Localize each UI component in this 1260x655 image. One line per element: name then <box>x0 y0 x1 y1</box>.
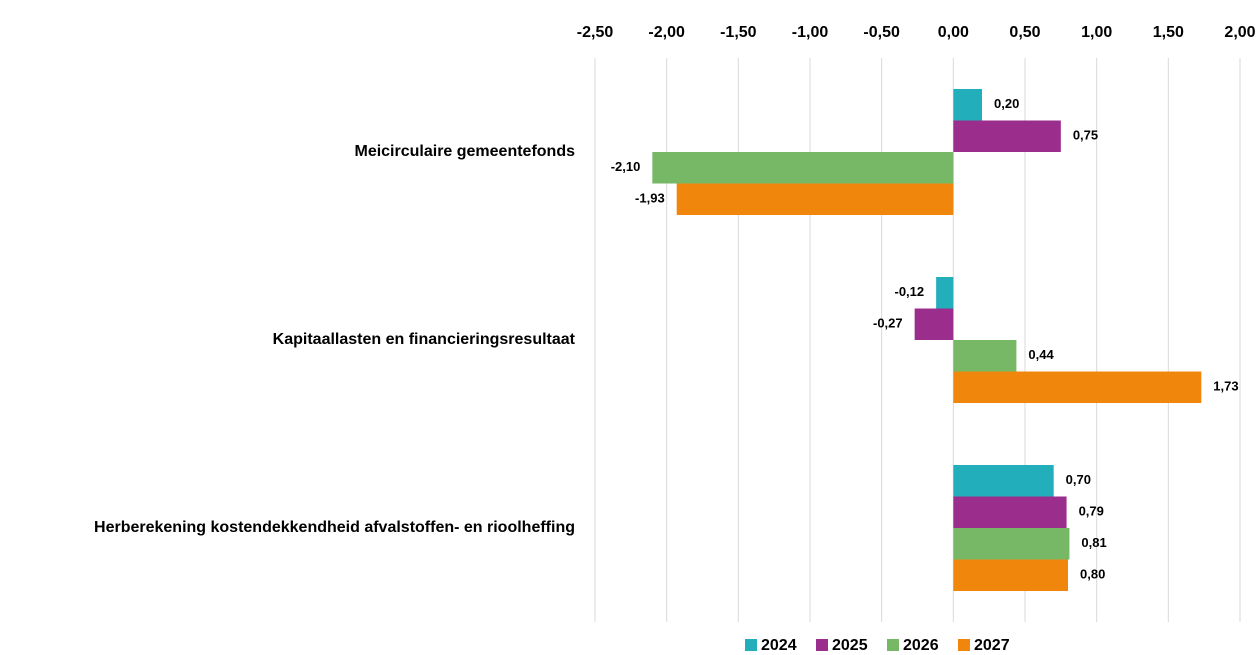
x-tick-label: -1,00 <box>792 24 829 41</box>
x-tick-label: -0,50 <box>863 24 900 41</box>
bar <box>953 465 1054 497</box>
legend-label: 2025 <box>832 637 868 654</box>
data-label: 0,80 <box>1080 567 1105 582</box>
bar <box>953 120 1061 152</box>
bar <box>953 340 1017 372</box>
bar <box>914 308 954 340</box>
data-label: 0,20 <box>994 96 1019 111</box>
x-tick-label: -2,00 <box>648 24 685 41</box>
legend-label: 2026 <box>903 637 939 654</box>
bar <box>936 277 954 309</box>
bar <box>953 528 1070 560</box>
data-label: 0,81 <box>1081 535 1106 550</box>
bar <box>953 371 1202 403</box>
data-label: -0,12 <box>894 284 924 299</box>
legend-label: 2024 <box>761 637 797 654</box>
bar <box>652 152 954 184</box>
legend-swatch <box>816 639 828 651</box>
data-label: -2,10 <box>611 159 641 174</box>
x-tick-label: -1,50 <box>720 24 757 41</box>
data-label: 0,44 <box>1028 347 1054 362</box>
legend-swatch <box>745 639 757 651</box>
data-label: 1,73 <box>1213 379 1238 394</box>
data-label: 0,79 <box>1079 504 1104 519</box>
legend-swatch <box>958 639 970 651</box>
x-tick-label: 0,50 <box>1009 24 1040 41</box>
category-label: Kapitaallasten en financieringsresultaat <box>273 331 576 348</box>
legend-swatch <box>887 639 899 651</box>
x-tick-label: 2,00 <box>1224 24 1255 41</box>
x-tick-label: 1,50 <box>1153 24 1184 41</box>
bar <box>953 89 982 121</box>
legend-label: 2027 <box>974 637 1010 654</box>
bar <box>953 496 1067 528</box>
category-label: Herberekening kostendekkendheid afvalsto… <box>94 519 575 536</box>
bar <box>676 183 954 215</box>
bar <box>953 559 1068 591</box>
data-label: 0,75 <box>1073 128 1098 143</box>
data-label: -0,27 <box>873 316 903 331</box>
data-label: -1,93 <box>635 191 665 206</box>
x-tick-label: 0,00 <box>938 24 969 41</box>
category-label: Meicirculaire gemeentefonds <box>354 143 575 160</box>
x-tick-label: -2,50 <box>577 24 614 41</box>
data-label: 0,70 <box>1066 472 1091 487</box>
x-tick-label: 1,00 <box>1081 24 1112 41</box>
